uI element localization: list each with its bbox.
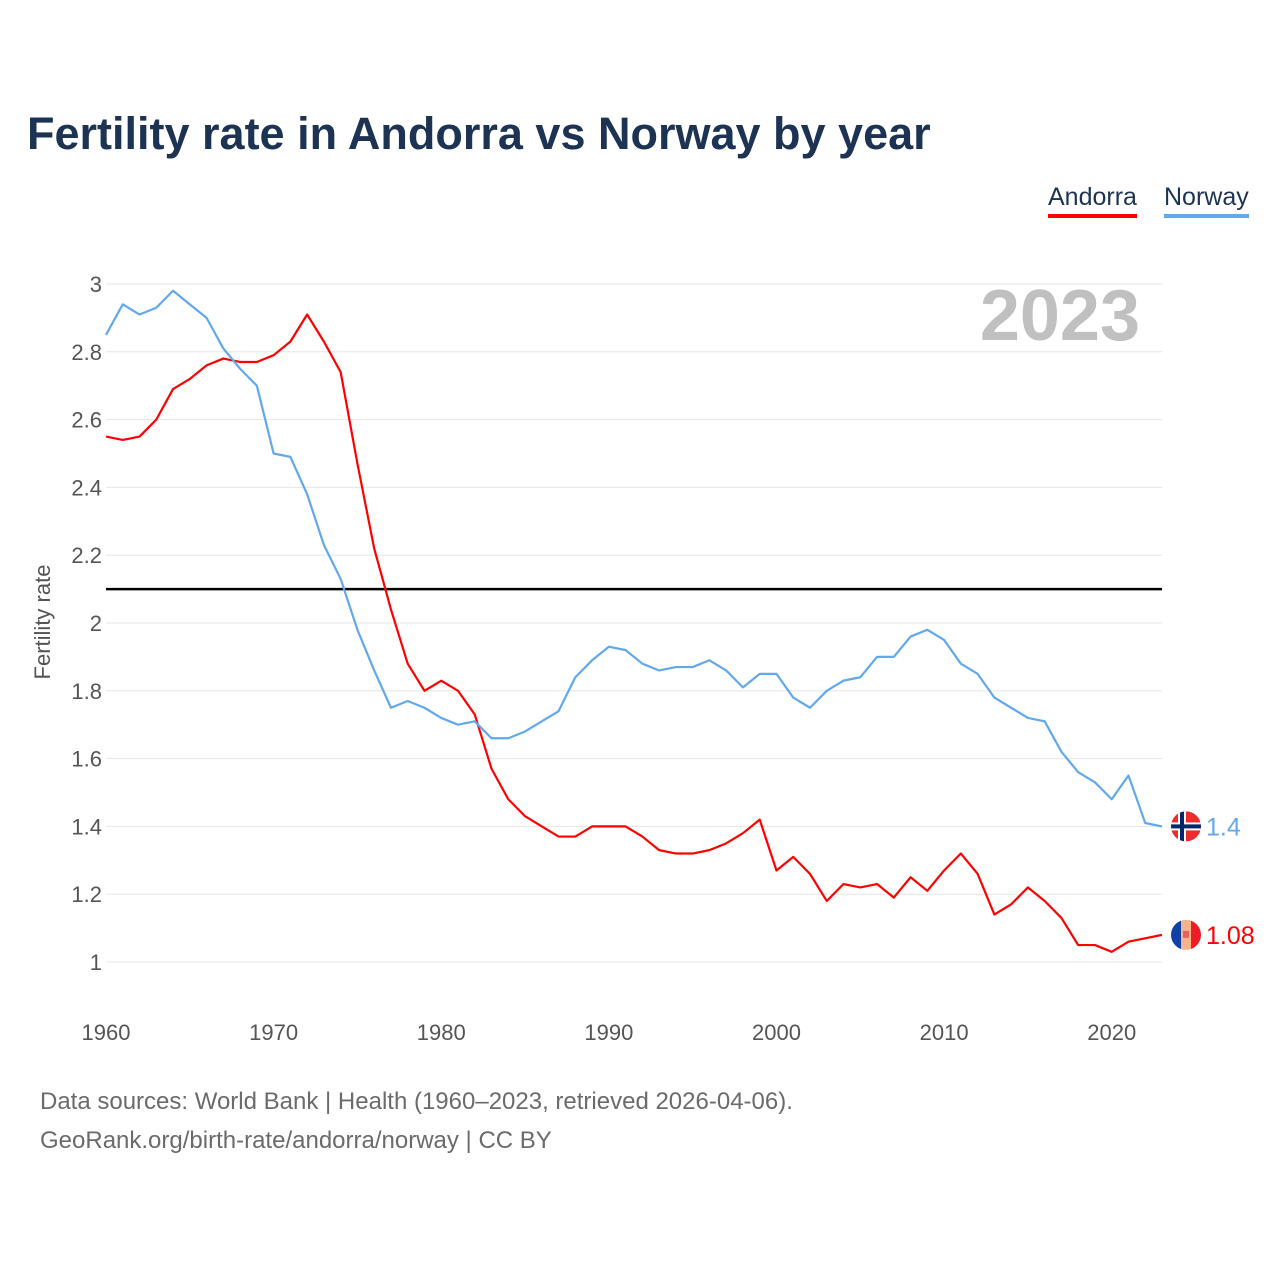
series-line-andorra: [105, 313, 1163, 953]
legend-item-norway[interactable]: Norway: [1164, 183, 1249, 218]
flag-coat-of-arms: [1183, 930, 1189, 938]
y-tick-label: 2.6: [71, 408, 102, 433]
y-tick-label: 1.2: [71, 882, 102, 907]
x-tick-label: 1970: [249, 1020, 298, 1045]
year-watermark: 2023: [980, 276, 1140, 356]
flag-red: [1191, 919, 1201, 950]
y-tick-label: 1: [90, 950, 102, 975]
flag-body: [1171, 919, 1201, 950]
x-tick-label: 1960: [82, 1020, 131, 1045]
series-line-norway: [105, 289, 1163, 828]
y-axis-label: Fertility rate: [30, 565, 55, 680]
y-tick-label: 2: [90, 611, 102, 636]
flag-body: [1171, 811, 1201, 842]
end-value-label-andorra: 1.08: [1206, 922, 1255, 950]
x-tick-label: 1990: [584, 1020, 633, 1045]
x-tick-label: 1980: [417, 1020, 466, 1045]
end-value-label-norway: 1.4: [1206, 813, 1241, 841]
y-tick-label: 2.8: [71, 340, 102, 365]
flag-norway-icon: [1171, 811, 1201, 842]
x-tick-label: 2000: [752, 1020, 801, 1045]
legend-item-andorra[interactable]: Andorra: [1048, 183, 1137, 218]
y-tick-label: 2.4: [71, 475, 102, 500]
flag-cross-blue-h: [1171, 824, 1201, 829]
chart-title: Fertility rate in Andorra vs Norway by y…: [27, 108, 931, 159]
y-tick-label: 1.8: [71, 679, 102, 704]
footer-sources: Data sources: World Bank | Health (1960–…: [40, 1088, 793, 1115]
y-tick-label: 2.2: [71, 543, 102, 568]
y-tick-label: 1.6: [71, 747, 102, 772]
flag-andorra-icon: [1171, 919, 1201, 950]
y-tick-label: 1.4: [71, 814, 102, 839]
x-tick-label: 2010: [920, 1020, 969, 1045]
footer-link[interactable]: GeoRank.org/birth-rate/andorra/norway | …: [40, 1127, 552, 1154]
x-tick-label: 2020: [1087, 1020, 1136, 1045]
y-tick-label: 3: [90, 272, 102, 297]
flag-blue: [1171, 919, 1181, 950]
